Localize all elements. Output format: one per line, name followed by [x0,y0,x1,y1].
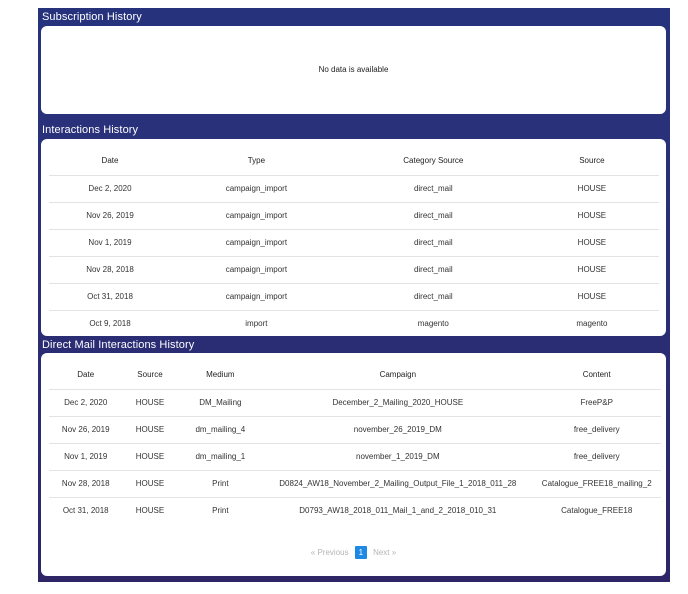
interactions-table: Date Type Category Source Source Dec 2, … [49,146,659,337]
cell-category-source: direct_mail [341,255,525,283]
cell-category-source: direct_mail [341,201,525,229]
cell-medium: Print [177,469,264,497]
interactions-history-card: Date Type Category Source Source Dec 2, … [41,139,666,337]
cell-medium: Print [177,496,264,524]
cell-category-source: direct_mail [341,228,525,256]
cell-content: Catalogue_FREE18_mailing_2 [532,469,661,497]
next-page-link[interactable]: Next » [373,548,397,557]
cell-type: campaign_import [171,174,342,202]
cell-category-source: direct_mail [341,174,525,202]
cell-date: Oct 31, 2018 [49,496,123,524]
column-header-medium[interactable]: Medium [206,369,235,379]
table-header-row: Date Type Category Source Source [49,146,659,175]
table-row: Oct 31, 2018 HOUSE Print D0793_AW18_2018… [49,496,661,524]
subscription-history-title: Subscription History [42,11,142,23]
cell-date: Nov 26, 2019 [49,201,171,229]
cell-type: import [171,309,342,337]
cell-source: HOUSE [524,255,659,283]
cell-campaign: D0793_AW18_2018_011_Mail_1_and_2_2018_01… [263,496,533,524]
cell-source: HOUSE [524,174,659,202]
cell-source: HOUSE [524,282,659,310]
page-button-current[interactable]: 1 [354,546,367,559]
column-header-category-source[interactable]: Category Source [403,155,464,165]
column-header-type[interactable]: Type [247,155,266,165]
cell-date: Nov 28, 2018 [49,255,171,283]
cell-source: HOUSE [524,228,659,256]
table-row: Nov 1, 2019 HOUSE dm_mailing_1 november_… [49,442,661,470]
direct-mail-history-title: Direct Mail Interactions History [42,339,195,351]
table-row: Nov 28, 2018 HOUSE Print D0824_AW18_Nove… [49,469,661,497]
cell-category-source: direct_mail [341,282,525,310]
table-row: Nov 26, 2019 HOUSE dm_mailing_4 november… [49,415,661,443]
interactions-history-title: Interactions History [42,124,139,136]
table-header-row: Date Source Medium Campaign Content [49,360,661,389]
cell-content: FreeP&P [532,388,661,416]
subscription-history-card: No data is available [41,26,666,114]
empty-state-message: No data is available [318,65,389,74]
cell-date: Nov 26, 2019 [49,415,123,443]
cell-medium: dm_mailing_1 [177,442,264,470]
cell-medium: dm_mailing_4 [177,415,264,443]
cell-date: Nov 1, 2019 [49,228,171,256]
cell-source: HOUSE [122,469,178,497]
column-header-content[interactable]: Content [582,369,611,379]
cell-date: Oct 9, 2018 [49,309,171,337]
cell-medium: DM_Mailing [177,388,264,416]
column-header-source[interactable]: Source [579,155,605,165]
cell-source: HOUSE [122,388,178,416]
cell-date: Nov 28, 2018 [49,469,123,497]
cell-category-source: magento [341,309,525,337]
direct-mail-history-card: Date Source Medium Campaign Content Dec … [41,353,666,576]
column-header-campaign[interactable]: Campaign [379,369,417,379]
cell-content: Catalogue_FREE18 [532,496,661,524]
column-header-date[interactable]: Date [101,155,119,165]
cell-content: free_delivery [532,415,661,443]
cell-type: campaign_import [171,255,342,283]
cell-campaign: november_26_2019_DM [263,415,533,443]
cell-source: magento [524,309,659,337]
cell-type: campaign_import [171,201,342,229]
cell-type: campaign_import [171,282,342,310]
column-header-date[interactable]: Date [77,369,95,379]
table-row: Oct 31, 2018 campaign_import direct_mail… [49,282,659,310]
cell-date: Oct 31, 2018 [49,282,171,310]
cell-source: HOUSE [122,496,178,524]
column-header-source[interactable]: Source [137,369,163,379]
cell-date: Nov 1, 2019 [49,442,123,470]
cell-campaign: December_2_Mailing_2020_HOUSE [263,388,533,416]
cell-campaign: november_1_2019_DM [263,442,533,470]
cell-source: HOUSE [524,201,659,229]
cell-source: HOUSE [122,442,178,470]
cell-content: free_delivery [532,442,661,470]
table-row: Nov 28, 2018 campaign_import direct_mail… [49,255,659,283]
table-row: Oct 9, 2018 import magento magento [49,309,659,337]
cell-type: campaign_import [171,228,342,256]
cell-campaign: D0824_AW18_November_2_Mailing_Output_Fil… [263,469,533,497]
cell-source: HOUSE [122,415,178,443]
cell-date: Dec 2, 2020 [49,388,123,416]
pagination: « Previous 1 Next » [41,546,666,559]
table-row: Nov 26, 2019 campaign_import direct_mail… [49,201,659,229]
direct-mail-table: Date Source Medium Campaign Content Dec … [49,360,661,524]
history-panel: Subscription History No data is availabl… [38,8,670,582]
previous-page-link[interactable]: « Previous [310,548,349,557]
table-row: Dec 2, 2020 campaign_import direct_mail … [49,174,659,202]
table-row: Dec 2, 2020 HOUSE DM_Mailing December_2_… [49,388,661,416]
cell-date: Dec 2, 2020 [49,174,171,202]
table-row: Nov 1, 2019 campaign_import direct_mail … [49,228,659,256]
